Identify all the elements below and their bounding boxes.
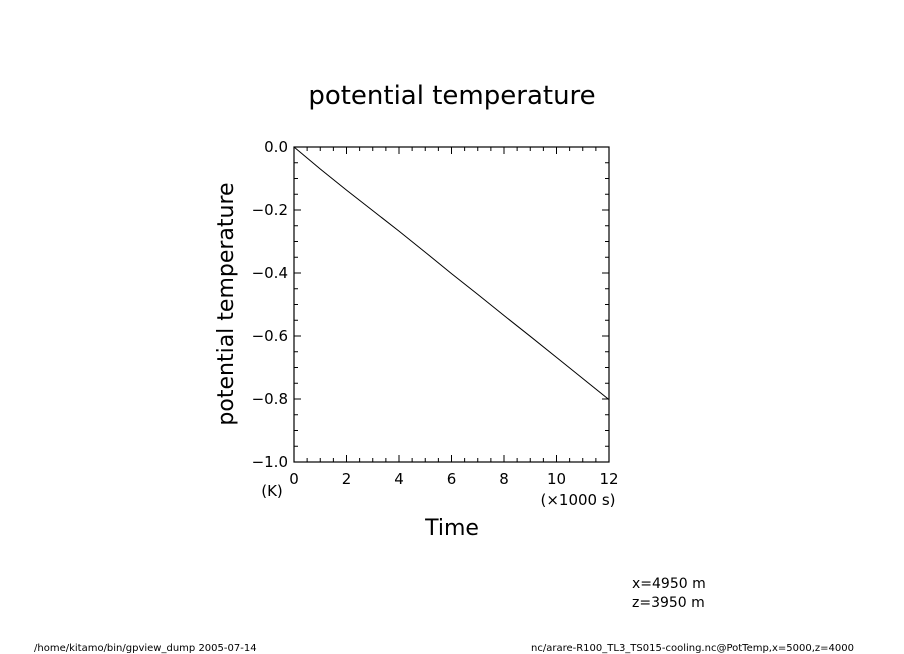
- plot-frame: [293, 146, 610, 463]
- coordinate-z-note: z=3950 m: [632, 595, 705, 611]
- x-tick-label: 10: [547, 470, 566, 488]
- axis-ticks: [293, 146, 610, 463]
- footer-source: nc/arare-R100_TL3_TS015-cooling.nc@PotTe…: [531, 643, 854, 654]
- y-tick-label: 0.0: [264, 138, 288, 156]
- x-tick-labels: 0 2 4 6 8 10 12: [289, 470, 618, 488]
- series-line: [293, 146, 610, 401]
- y-tick-label: −1.0: [252, 453, 288, 471]
- x-tick-label: 0: [289, 470, 299, 488]
- x-tick-label: 8: [499, 470, 509, 488]
- x-tick-label: 2: [342, 470, 352, 488]
- x-axis-title: Time: [424, 516, 479, 541]
- y-tick-label: −0.8: [252, 390, 288, 408]
- x-tick-label: 6: [447, 470, 457, 488]
- chart-title: potential temperature: [308, 81, 595, 111]
- footer-command: /home/kitamo/bin/gpview_dump 2005-07-14: [34, 643, 257, 654]
- y-unit-label: (K): [261, 482, 283, 500]
- coordinate-x-note: x=4950 m: [632, 576, 706, 592]
- y-tick-label: −0.6: [252, 327, 288, 345]
- x-tick-label: 12: [599, 470, 618, 488]
- y-tick-labels: 0.0 −0.2 −0.4 −0.6 −0.8 −1.0: [252, 138, 288, 471]
- y-tick-label: −0.2: [252, 201, 288, 219]
- y-axis-title: potential temperature: [214, 182, 239, 425]
- y-tick-label: −0.4: [252, 264, 288, 282]
- x-unit-label: (×1000 s): [540, 491, 615, 509]
- x-tick-label: 4: [394, 470, 404, 488]
